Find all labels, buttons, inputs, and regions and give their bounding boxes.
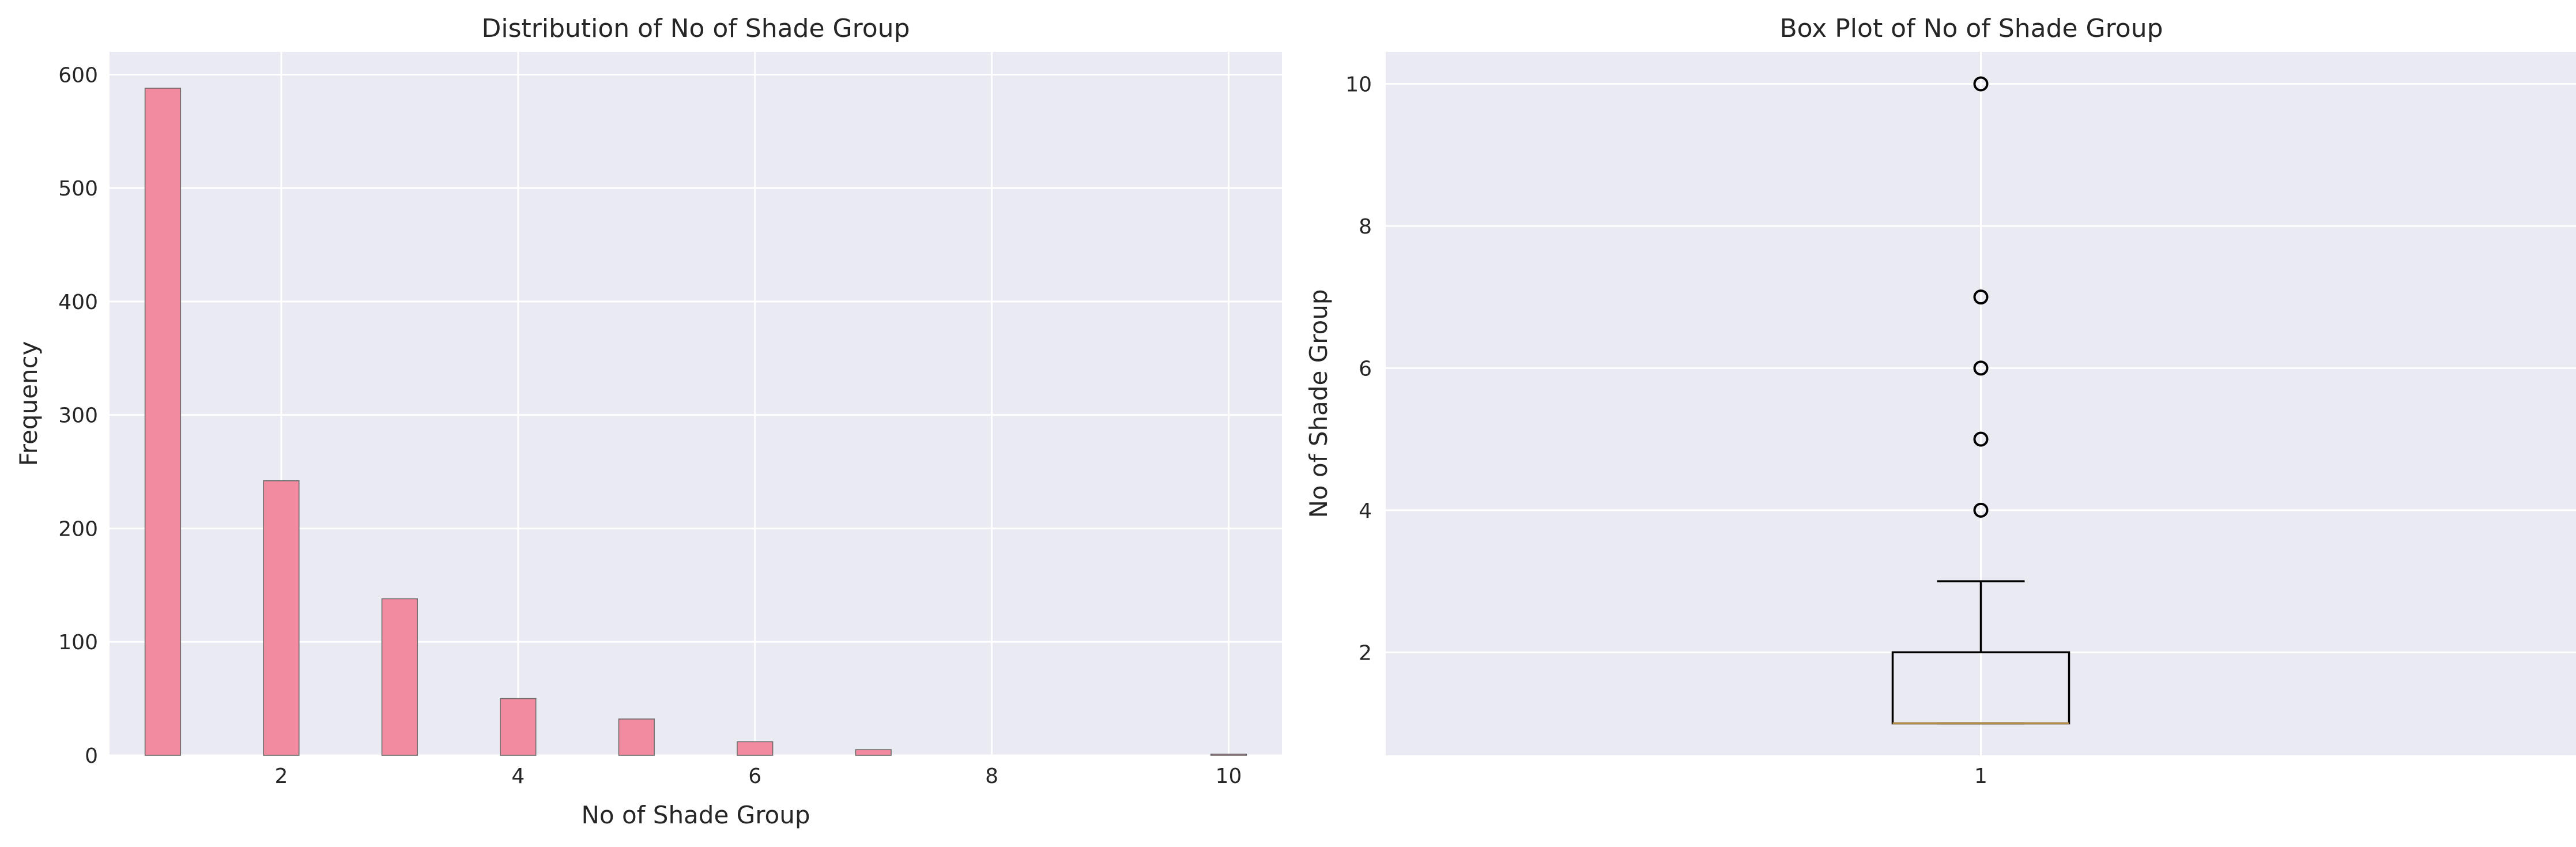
y-tick-label: 400 (58, 291, 98, 314)
histogram-bar (855, 749, 892, 756)
x-tick-label: 10 (1216, 765, 1242, 788)
x-tick-label: 1 (1974, 765, 1987, 788)
boxplot-y-label: No of Shade Group (1304, 289, 1333, 518)
y-tick-label: 6 (1359, 357, 1372, 381)
outlier-point (1973, 431, 1989, 447)
histogram-y-label: Frequency (14, 341, 43, 466)
y-tick-label: 4 (1359, 499, 1372, 523)
boxplot-y-ticks: 2 4 6 8 10 (1345, 73, 1372, 665)
boxplot-body (1891, 76, 2070, 725)
histogram-bars (144, 88, 1247, 756)
x-tick-label: 6 (748, 765, 761, 788)
y-tick-label: 0 (85, 744, 98, 768)
x-tick-label: 2 (274, 765, 288, 788)
x-tick-label: 4 (511, 765, 525, 788)
histogram-title: Distribution of No of Shade Group (481, 14, 910, 43)
histogram-chart: 2 4 6 8 10 0 100 200 300 400 500 600 Distribution … (14, 14, 1282, 829)
histogram-bar (381, 598, 418, 756)
y-tick-label: 600 (58, 63, 98, 87)
outlier-point (1973, 360, 1989, 376)
boxplot-chart: 1 2 4 6 8 10 Box Plot of No of Shade Group N… (1304, 14, 2576, 788)
boxplot-x-ticks: 1 (1974, 765, 1987, 788)
y-tick-label: 200 (58, 517, 98, 541)
histogram-bar (144, 88, 182, 756)
boxplot-title: Box Plot of No of Shade Group (1779, 14, 2163, 43)
histogram-bar (263, 480, 300, 756)
outlier-point (1973, 502, 1989, 518)
y-tick-label: 300 (58, 404, 98, 428)
outlier-point (1973, 76, 1989, 92)
histogram-x-ticks: 2 4 6 8 10 (274, 765, 1242, 788)
x-tick-label: 8 (985, 765, 998, 788)
histogram-bar (737, 741, 774, 756)
histogram-bar (618, 718, 655, 756)
histogram-bar (500, 698, 537, 756)
outlier-point (1973, 289, 1989, 305)
y-tick-label: 500 (58, 177, 98, 201)
y-tick-label: 10 (1345, 73, 1372, 96)
histogram-gridlines (110, 52, 1282, 756)
histogram-x-label: No of Shade Group (581, 801, 810, 829)
y-tick-label: 8 (1359, 215, 1372, 239)
histogram-bar (1210, 754, 1247, 756)
y-tick-label: 100 (58, 631, 98, 654)
histogram-plot-area (110, 52, 1282, 755)
histogram-y-ticks: 0 100 200 300 400 500 600 (58, 63, 98, 768)
y-tick-label: 2 (1359, 641, 1372, 665)
